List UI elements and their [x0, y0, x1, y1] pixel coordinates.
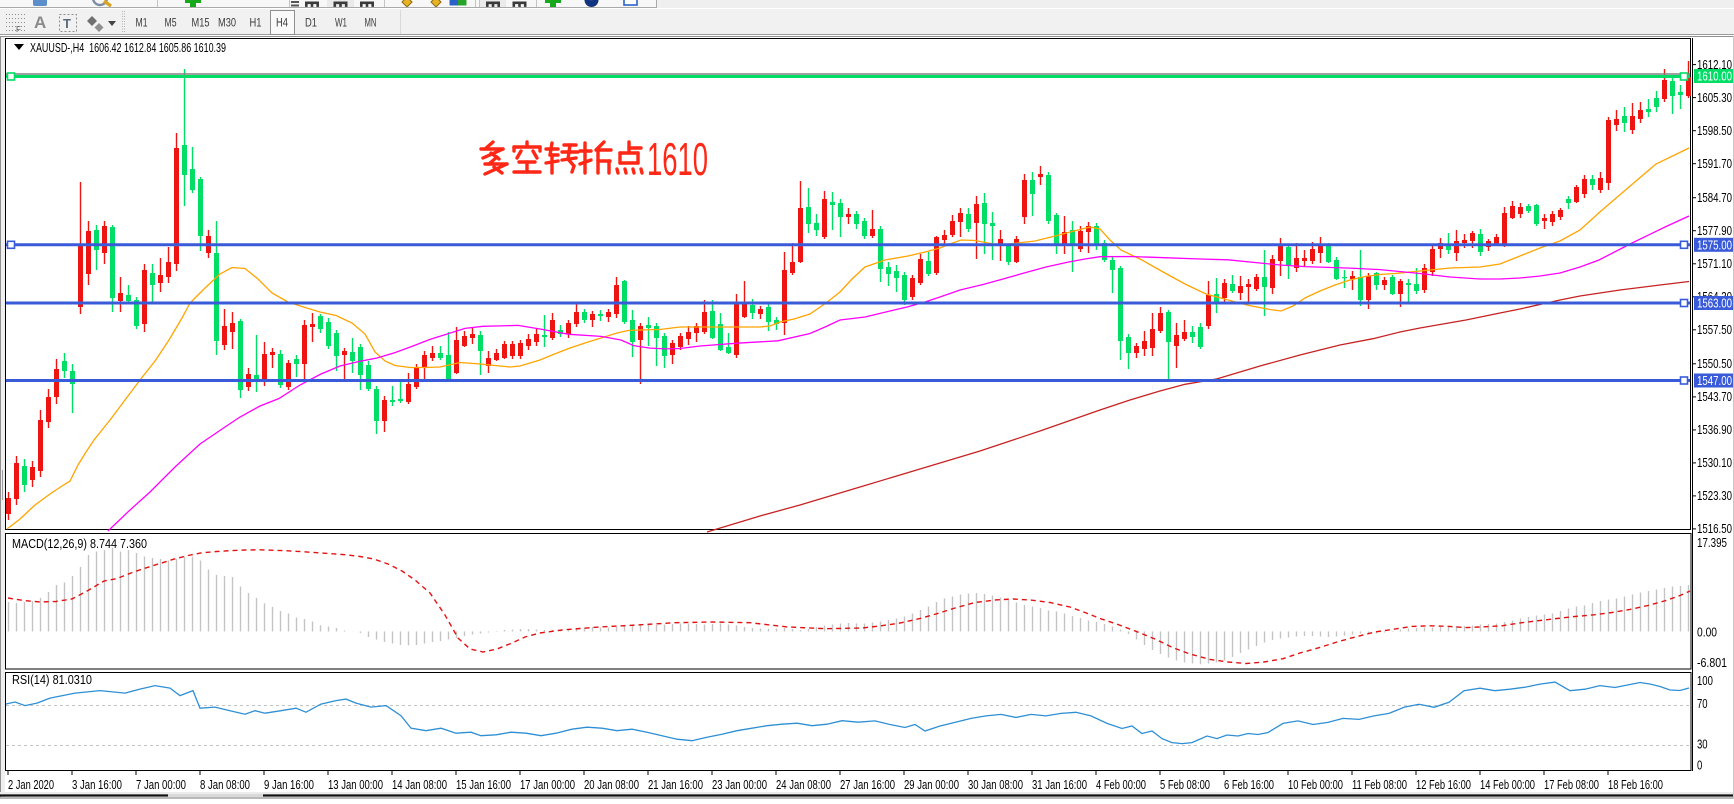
svg-text:1543.70: 1543.70 — [1697, 390, 1732, 404]
svg-text:8 Jan 08:00: 8 Jan 08:00 — [200, 778, 250, 792]
svg-text:1575.00: 1575.00 — [1697, 238, 1732, 252]
svg-text:20 Jan 08:00: 20 Jan 08:00 — [584, 778, 639, 792]
svg-text:3 Jan 16:00: 3 Jan 16:00 — [72, 778, 122, 792]
svg-text:18 Feb 16:00: 18 Feb 16:00 — [1608, 778, 1663, 792]
svg-text:T: T — [63, 16, 71, 31]
svg-text:17 Feb 08:00: 17 Feb 08:00 — [1544, 778, 1599, 792]
svg-text:M5: M5 — [165, 18, 177, 30]
svg-text:H4: H4 — [276, 18, 288, 30]
svg-text:M30: M30 — [218, 18, 236, 30]
svg-text:1530.10: 1530.10 — [1697, 456, 1732, 470]
svg-text:17 Jan 00:00: 17 Jan 00:00 — [520, 778, 575, 792]
svg-text:30: 30 — [1697, 738, 1708, 752]
svg-text:14 Feb 00:00: 14 Feb 00:00 — [1480, 778, 1535, 792]
svg-text:10 Feb 00:00: 10 Feb 00:00 — [1288, 778, 1343, 792]
svg-text:1547.00: 1547.00 — [1697, 374, 1732, 388]
svg-text:1536.90: 1536.90 — [1697, 423, 1732, 437]
svg-text:5 Feb 08:00: 5 Feb 08:00 — [1160, 778, 1210, 792]
svg-text:4 Feb 00:00: 4 Feb 00:00 — [1096, 778, 1146, 792]
svg-text:21 Jan 16:00: 21 Jan 16:00 — [648, 778, 703, 792]
svg-text:12 Feb 16:00: 12 Feb 16:00 — [1416, 778, 1471, 792]
svg-text:6 Feb 16:00: 6 Feb 16:00 — [1224, 778, 1274, 792]
svg-text:1563.00: 1563.00 — [1697, 297, 1732, 311]
svg-text:1584.70: 1584.70 — [1697, 191, 1732, 205]
svg-text:1577.90: 1577.90 — [1697, 224, 1732, 238]
svg-text:D1: D1 — [305, 18, 317, 30]
svg-text:1523.30: 1523.30 — [1697, 489, 1732, 503]
svg-text:M15: M15 — [192, 18, 210, 30]
svg-text:29 Jan 00:00: 29 Jan 00:00 — [904, 778, 959, 792]
svg-text:0: 0 — [1697, 759, 1702, 773]
svg-text:MN: MN — [365, 18, 377, 30]
svg-text:2 Jan 2020: 2 Jan 2020 — [8, 778, 54, 792]
svg-text:1598.50: 1598.50 — [1697, 124, 1732, 138]
svg-text:9 Jan 16:00: 9 Jan 16:00 — [264, 778, 314, 792]
svg-text:1557.50: 1557.50 — [1697, 323, 1732, 337]
svg-text:1571.10: 1571.10 — [1697, 257, 1732, 271]
svg-text:1591.70: 1591.70 — [1697, 157, 1732, 171]
svg-text:100: 100 — [1697, 674, 1713, 688]
svg-text:24 Jan 08:00: 24 Jan 08:00 — [776, 778, 831, 792]
svg-text:XAUUSD-,H4 1606.42 1612.84 16: XAUUSD-,H4 1606.42 1612.84 1605.86 1610.… — [30, 41, 226, 55]
svg-text:W1: W1 — [335, 18, 347, 30]
svg-text:15 Jan 16:00: 15 Jan 16:00 — [456, 778, 511, 792]
svg-text:0.00: 0.00 — [1697, 626, 1717, 640]
svg-text:14 Jan 08:00: 14 Jan 08:00 — [392, 778, 447, 792]
svg-text:27 Jan 16:00: 27 Jan 16:00 — [840, 778, 895, 792]
svg-text:30 Jan 08:00: 30 Jan 08:00 — [968, 778, 1023, 792]
svg-text:MACD(12,26,9) 8.744 7.360: MACD(12,26,9) 8.744 7.360 — [12, 537, 147, 551]
svg-text:11 Feb 08:00: 11 Feb 08:00 — [1352, 778, 1407, 792]
svg-text:1550.50: 1550.50 — [1697, 357, 1732, 371]
svg-text:M1: M1 — [136, 18, 148, 30]
svg-text:1610: 1610 — [647, 133, 708, 185]
svg-text:1610.00: 1610.00 — [1697, 70, 1732, 84]
svg-text:RSI(14) 81.0310: RSI(14) 81.0310 — [12, 673, 92, 687]
svg-text:17.395: 17.395 — [1697, 536, 1727, 550]
svg-text:1516.50: 1516.50 — [1697, 522, 1732, 536]
svg-text:A: A — [34, 13, 46, 32]
svg-text:1605.30: 1605.30 — [1697, 91, 1732, 105]
svg-text:-6.801: -6.801 — [1697, 656, 1727, 670]
svg-text:31 Jan 16:00: 31 Jan 16:00 — [1032, 778, 1087, 792]
svg-text:H1: H1 — [250, 18, 262, 30]
svg-text:7 Jan 00:00: 7 Jan 00:00 — [136, 778, 186, 792]
svg-text:70: 70 — [1697, 697, 1708, 711]
svg-text:23 Jan 00:00: 23 Jan 00:00 — [712, 778, 767, 792]
svg-text:F: F — [16, 25, 21, 34]
svg-text:13 Jan 00:00: 13 Jan 00:00 — [328, 778, 383, 792]
